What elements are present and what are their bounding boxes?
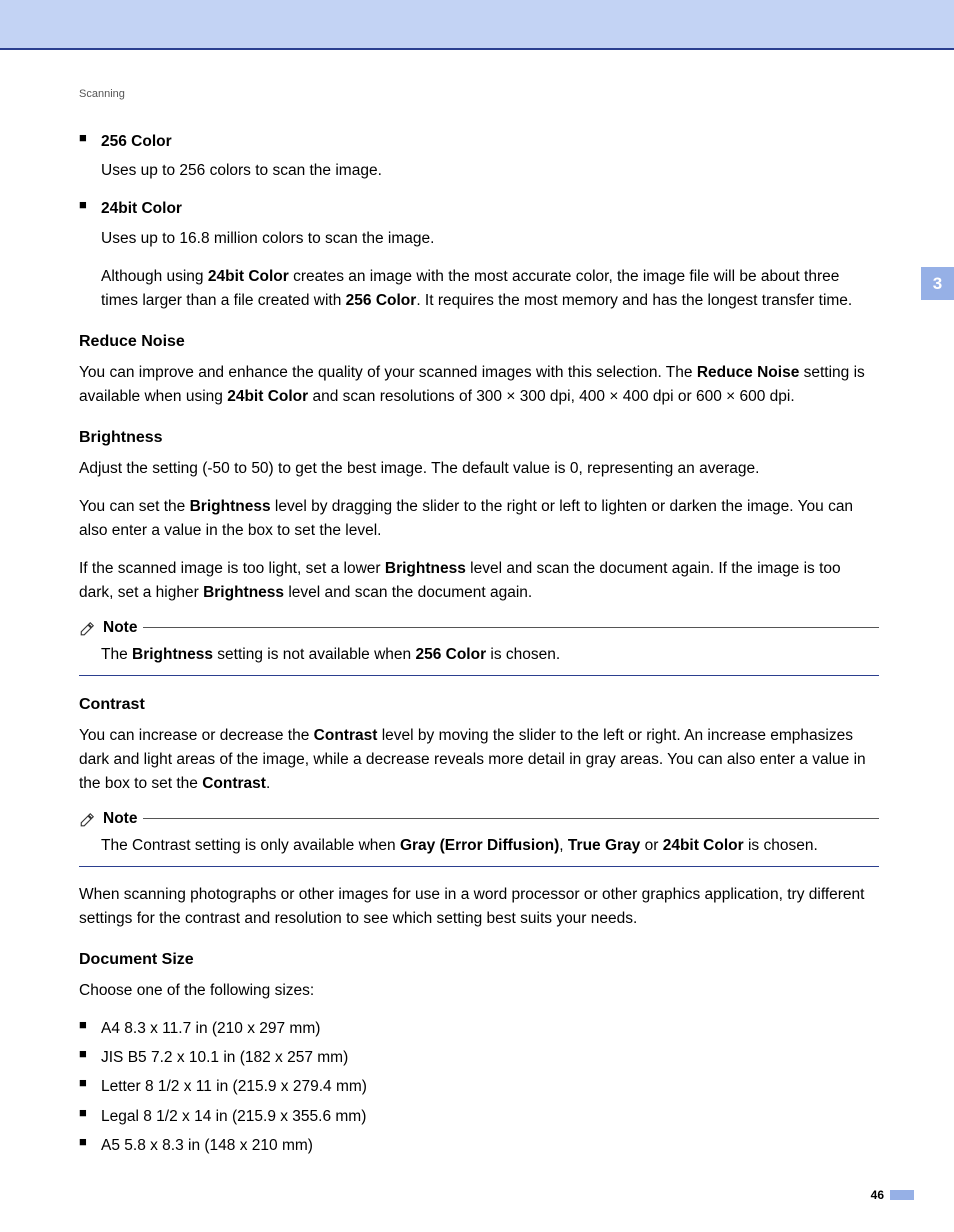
brightness-p3: If the scanned image is too light, set a…	[79, 557, 879, 605]
page-number: 46	[871, 1188, 914, 1202]
note-contrast: Note The Contrast setting is only availa…	[79, 810, 879, 867]
note-rule	[143, 627, 879, 628]
size-label: A4 8.3 x 11.7 in (210 x 297 mm)	[101, 1017, 320, 1040]
page-number-bar	[890, 1190, 914, 1200]
note-icon	[79, 810, 97, 828]
note-brightness: Note The Brightness setting is not avail…	[79, 619, 879, 676]
note-end-rule	[79, 866, 879, 867]
size-legal: ■ Legal 8 1/2 x 14 in (215.9 x 355.6 mm)	[79, 1105, 879, 1128]
bullet-icon: ■	[79, 1046, 101, 1069]
note-end-rule	[79, 675, 879, 676]
size-letter: ■ Letter 8 1/2 x 11 in (215.9 x 279.4 mm…	[79, 1075, 879, 1098]
bullet-icon: ■	[79, 1105, 101, 1128]
bullet-icon: ■	[79, 197, 101, 220]
bullet-24bit-color: ■ 24bit Color	[79, 197, 879, 220]
heading-document-size: Document Size	[79, 951, 879, 969]
bullet-icon: ■	[79, 1017, 101, 1040]
size-label: Legal 8 1/2 x 14 in (215.9 x 355.6 mm)	[101, 1105, 366, 1128]
size-label: Letter 8 1/2 x 11 in (215.9 x 279.4 mm)	[101, 1075, 367, 1098]
page-content: Scanning ■ 256 Color Uses up to 256 colo…	[0, 50, 954, 1193]
note-contrast-body: The Contrast setting is only available w…	[101, 834, 879, 858]
heading-reduce-noise: Reduce Noise	[79, 333, 879, 351]
bullet-icon: ■	[79, 1075, 101, 1098]
bullet-title: 24bit Color	[101, 200, 182, 217]
chapter-tab: 3	[921, 267, 954, 300]
size-jisb5: ■ JIS B5 7.2 x 10.1 in (182 x 257 mm)	[79, 1046, 879, 1069]
size-label: JIS B5 7.2 x 10.1 in (182 x 257 mm)	[101, 1046, 348, 1069]
docsize-intro: Choose one of the following sizes:	[79, 979, 879, 1003]
size-a5: ■ A5 5.8 x 8.3 in (148 x 210 mm)	[79, 1134, 879, 1157]
bullet-256-desc: Uses up to 256 colors to scan the image.	[101, 159, 879, 183]
heading-contrast: Contrast	[79, 696, 879, 714]
brightness-p2: You can set the Brightness level by drag…	[79, 495, 879, 543]
note-icon	[79, 619, 97, 637]
heading-brightness: Brightness	[79, 429, 879, 447]
note-title: Note	[103, 810, 137, 828]
reduce-noise-para: You can improve and enhance the quality …	[79, 361, 879, 409]
page-number-text: 46	[871, 1188, 884, 1202]
size-a4: ■ A4 8.3 x 11.7 in (210 x 297 mm)	[79, 1017, 879, 1040]
bullet-title: 256 Color	[101, 133, 172, 150]
bullet-icon: ■	[79, 130, 101, 153]
note-title: Note	[103, 619, 137, 637]
bullet-icon: ■	[79, 1134, 101, 1157]
size-label: A5 5.8 x 8.3 in (148 x 210 mm)	[101, 1134, 313, 1157]
note-rule	[143, 818, 879, 819]
top-band	[0, 0, 954, 50]
brightness-p1: Adjust the setting (-50 to 50) to get th…	[79, 457, 879, 481]
page-header: Scanning	[79, 88, 879, 100]
bullet-24-desc2: Although using 24bit Color creates an im…	[101, 265, 879, 313]
bullet-24-desc1: Uses up to 16.8 million colors to scan t…	[101, 227, 879, 251]
note-brightness-body: The Brightness setting is not available …	[101, 643, 879, 667]
bullet-256-color: ■ 256 Color	[79, 130, 879, 153]
contrast-after: When scanning photographs or other image…	[79, 883, 879, 931]
contrast-p1: You can increase or decrease the Contras…	[79, 724, 879, 796]
